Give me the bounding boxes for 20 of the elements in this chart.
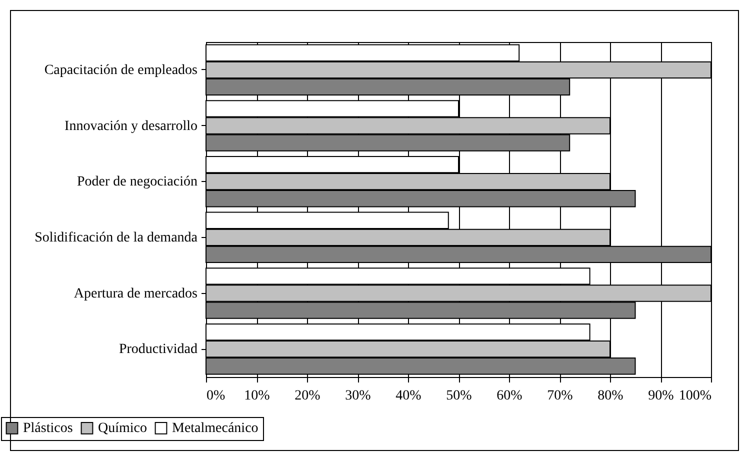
x-tick-label: 10% (244, 388, 270, 404)
y-tick-label: Productividad (118, 342, 198, 358)
x-tick-label: 90% (648, 388, 674, 404)
legend-label: Químico (98, 421, 147, 436)
legend-label: Metalmecánico (172, 421, 258, 436)
x-tick-label: 0% (206, 388, 226, 404)
x-tick-label: 50% (446, 388, 472, 404)
x-tick-label: 30% (345, 388, 372, 404)
y-tick-label: Apertura de mercados (74, 286, 198, 302)
x-tick-label: 60% (496, 388, 523, 404)
x-tick-label: 80% (598, 388, 624, 404)
x-tick-label: 70% (547, 388, 574, 404)
y-tick-label: Capacitación de empleados (44, 62, 198, 78)
legend-label: Plásticos (23, 421, 73, 436)
y-tick-label: Innovación y desarrollo (64, 118, 198, 134)
y-tick-label: Poder de negociación (76, 174, 198, 190)
x-tick-label: 100% (678, 388, 712, 404)
y-tick-label: Solidificación de la demanda (34, 230, 198, 246)
x-tick-label: 20% (294, 388, 321, 404)
x-tick-label: 40% (396, 388, 422, 404)
